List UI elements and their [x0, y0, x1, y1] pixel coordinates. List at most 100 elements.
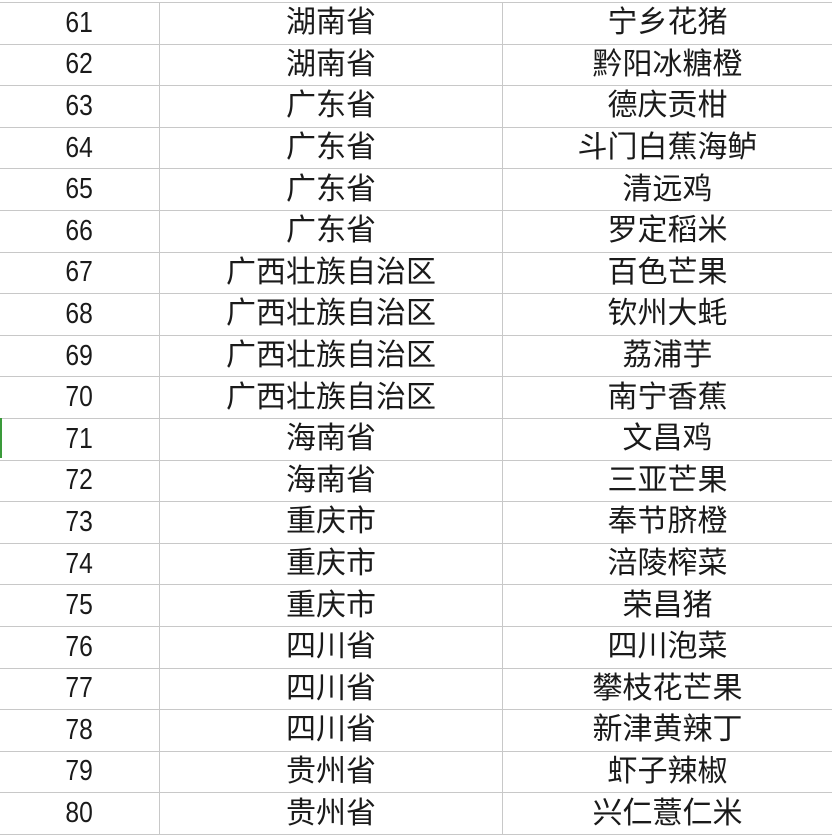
- row-number-cell[interactable]: 63: [0, 85, 160, 128]
- table-row: 80 贵州省 兴仁薏仁米: [0, 792, 832, 835]
- row-number-cell[interactable]: 71: [0, 417, 160, 461]
- row-number-cell[interactable]: 67: [0, 251, 160, 295]
- province-cell-text: 广东省: [286, 214, 376, 248]
- product-cell[interactable]: 荔浦芋: [502, 334, 832, 378]
- row-number-cell[interactable]: 74: [0, 542, 160, 586]
- province-cell[interactable]: 广西壮族自治区: [159, 293, 503, 336]
- province-cell[interactable]: 贵州省: [159, 792, 503, 835]
- product-cell-text: 荣昌猪: [622, 588, 713, 622]
- product-cell[interactable]: 宁乡花猪: [502, 2, 832, 45]
- row-number-cell[interactable]: 80: [0, 792, 160, 835]
- province-cell-text: 重庆市: [286, 588, 376, 622]
- row-number-cell[interactable]: 62: [0, 43, 160, 87]
- row-number-cell-text: 79: [65, 755, 94, 788]
- product-cell[interactable]: 奉节脐橙: [502, 501, 832, 544]
- product-cell-text: 宁乡花猪: [607, 6, 728, 40]
- product-cell-text: 荔浦芋: [622, 339, 713, 373]
- row-number-cell-text: 78: [65, 713, 94, 746]
- row-number-cell[interactable]: 66: [0, 209, 160, 253]
- product-cell[interactable]: 清远鸡: [502, 168, 832, 211]
- province-cell[interactable]: 重庆市: [159, 501, 503, 544]
- row-number-cell[interactable]: 76: [0, 625, 160, 669]
- product-cell[interactable]: 黔阳冰糖橙: [502, 43, 832, 87]
- row-number-cell[interactable]: 79: [0, 750, 160, 794]
- product-cell[interactable]: 三亚芒果: [502, 459, 832, 503]
- row-number-cell[interactable]: 75: [0, 584, 160, 627]
- cell-selection-marker: [0, 418, 2, 458]
- product-cell[interactable]: 荣昌猪: [502, 584, 832, 627]
- row-number-cell-text: 70: [65, 381, 94, 414]
- row-number-cell-text: 64: [65, 131, 94, 164]
- province-cell-text: 广东省: [286, 172, 376, 206]
- row-number-cell-text: 71: [65, 422, 94, 455]
- row-number-cell[interactable]: 73: [0, 501, 160, 544]
- province-cell[interactable]: 广东省: [159, 168, 503, 211]
- product-cell-text: 斗门白蕉海鲈: [577, 131, 758, 165]
- row-number-cell[interactable]: 64: [0, 126, 160, 170]
- table-row: 67 广西壮族自治区 百色芒果: [0, 251, 832, 295]
- province-cell[interactable]: 重庆市: [159, 542, 503, 586]
- table-row: 68 广西壮族自治区 钦州大蚝: [0, 293, 832, 336]
- product-cell-text: 南宁香蕉: [607, 380, 728, 414]
- product-cell[interactable]: 新津黄辣丁: [502, 709, 832, 752]
- product-cell[interactable]: 罗定稻米: [502, 209, 832, 253]
- row-number-cell[interactable]: 69: [0, 334, 160, 378]
- row-number-cell[interactable]: 68: [0, 293, 160, 336]
- province-cell-text: 海南省: [286, 463, 376, 497]
- province-cell[interactable]: 四川省: [159, 709, 503, 752]
- province-cell[interactable]: 湖南省: [159, 2, 503, 45]
- product-cell[interactable]: 斗门白蕉海鲈: [502, 126, 832, 170]
- province-cell[interactable]: 广西壮族自治区: [159, 251, 503, 295]
- province-cell[interactable]: 四川省: [159, 667, 503, 711]
- product-cell[interactable]: 涪陵榨菜: [502, 542, 832, 586]
- product-cell-text: 虾子辣椒: [607, 754, 728, 788]
- province-cell-text: 湖南省: [286, 6, 376, 40]
- row-number-cell-text: 67: [65, 256, 94, 289]
- product-cell-text: 攀枝花芒果: [592, 671, 743, 705]
- product-cell[interactable]: 虾子辣椒: [502, 750, 832, 794]
- row-number-cell[interactable]: 61: [0, 2, 160, 45]
- product-cell[interactable]: 南宁香蕉: [502, 376, 832, 419]
- province-cell-text: 重庆市: [286, 547, 376, 581]
- row-number-cell-text: 80: [65, 797, 94, 830]
- row-number-cell-text: 74: [65, 547, 94, 580]
- province-cell[interactable]: 海南省: [159, 459, 503, 503]
- row-number-cell-text: 76: [65, 630, 94, 663]
- table-row: 76 四川省 四川泡菜: [0, 625, 832, 669]
- province-cell[interactable]: 贵州省: [159, 750, 503, 794]
- province-cell[interactable]: 重庆市: [159, 584, 503, 627]
- province-cell-text: 海南省: [286, 422, 376, 456]
- province-cell-text: 贵州省: [286, 754, 376, 788]
- province-cell[interactable]: 广西壮族自治区: [159, 376, 503, 419]
- row-number-cell[interactable]: 77: [0, 667, 160, 711]
- product-cell[interactable]: 德庆贡柑: [502, 85, 832, 128]
- product-cell-text: 黔阳冰糖橙: [592, 47, 743, 81]
- province-cell[interactable]: 湖南省: [159, 43, 503, 87]
- table-row: 64 广东省 斗门白蕉海鲈: [0, 126, 832, 170]
- province-cell[interactable]: 广东省: [159, 85, 503, 128]
- row-number-cell[interactable]: 78: [0, 709, 160, 752]
- row-number-cell[interactable]: 72: [0, 459, 160, 503]
- province-cell[interactable]: 广西壮族自治区: [159, 334, 503, 378]
- row-number-cell-text: 65: [65, 173, 94, 206]
- product-cell[interactable]: 百色芒果: [502, 251, 832, 295]
- product-cell[interactable]: 兴仁薏仁米: [502, 792, 832, 835]
- province-cell[interactable]: 海南省: [159, 417, 503, 461]
- product-cell[interactable]: 攀枝花芒果: [502, 667, 832, 711]
- product-cell-text: 奉节脐橙: [607, 505, 728, 539]
- product-cell[interactable]: 文昌鸡: [502, 417, 832, 461]
- product-cell[interactable]: 钦州大蚝: [502, 293, 832, 336]
- table-row: 75 重庆市 荣昌猪: [0, 584, 832, 627]
- product-cell[interactable]: 四川泡菜: [502, 625, 832, 669]
- product-cell-text: 三亚芒果: [607, 463, 728, 497]
- province-cell[interactable]: 广东省: [159, 209, 503, 253]
- province-cell[interactable]: 四川省: [159, 625, 503, 669]
- province-cell[interactable]: 广东省: [159, 126, 503, 170]
- table-row: 72 海南省 三亚芒果: [0, 459, 832, 503]
- table-row: 70 广西壮族自治区 南宁香蕉: [0, 376, 832, 419]
- table-row: 73 重庆市 奉节脐橙: [0, 501, 832, 544]
- row-number-cell[interactable]: 70: [0, 376, 160, 419]
- row-number-cell[interactable]: 65: [0, 168, 160, 211]
